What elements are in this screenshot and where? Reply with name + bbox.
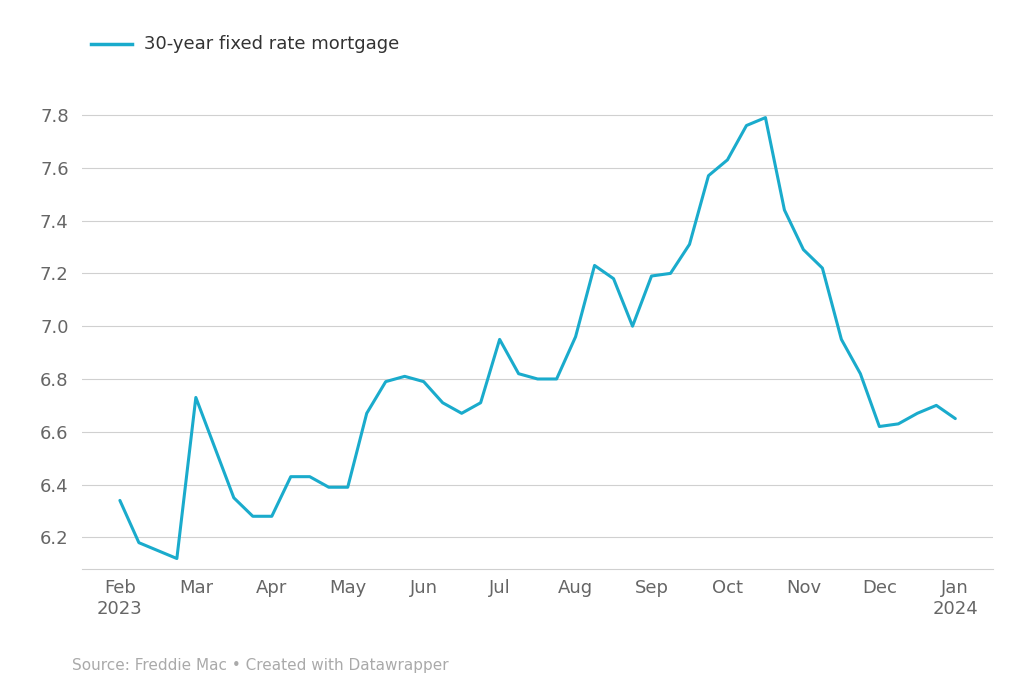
Text: 30-year fixed rate mortgage: 30-year fixed rate mortgage [144,35,399,53]
Text: Source: Freddie Mac • Created with Datawrapper: Source: Freddie Mac • Created with Dataw… [72,658,449,673]
